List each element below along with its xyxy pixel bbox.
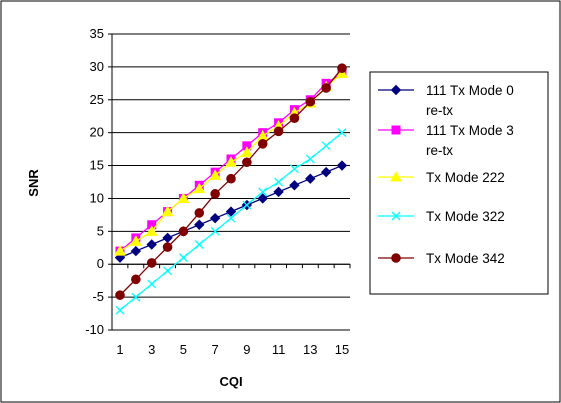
circle-marker bbox=[210, 189, 220, 199]
x-marker bbox=[226, 213, 236, 223]
legend-entry: 111 Tx Mode 0 re-tx bbox=[378, 83, 514, 118]
x-marker bbox=[242, 200, 252, 210]
diamond-marker bbox=[336, 160, 348, 171]
diamond-marker bbox=[130, 245, 142, 257]
diamond-marker bbox=[320, 166, 332, 178]
y-axis-label: SNR bbox=[26, 169, 41, 197]
legend-entry: Tx Mode 342 bbox=[378, 251, 505, 266]
triangle-marker bbox=[209, 169, 221, 180]
triangle-marker bbox=[390, 170, 402, 182]
triangle-marker bbox=[130, 235, 142, 246]
diamond-marker bbox=[273, 186, 284, 198]
x-marker bbox=[258, 187, 268, 197]
series-1 bbox=[114, 160, 348, 263]
triangle-marker bbox=[225, 156, 237, 167]
x-marker bbox=[289, 164, 299, 174]
legend-entry: Tx Mode 222 bbox=[378, 170, 505, 185]
legend-label: 111 Tx Mode 3 bbox=[426, 123, 514, 138]
x-marker bbox=[305, 154, 315, 164]
circle-marker bbox=[321, 83, 331, 93]
legend-label: Tx Mode 322 bbox=[426, 209, 505, 224]
circle-marker bbox=[305, 96, 316, 107]
x-marker bbox=[321, 141, 331, 151]
circle-marker bbox=[146, 258, 157, 268]
x-tick-label: 9 bbox=[243, 342, 250, 357]
diamond-marker bbox=[390, 84, 402, 96]
x-marker bbox=[131, 292, 141, 302]
x-marker bbox=[178, 253, 188, 263]
y-tick-label: 10 bbox=[90, 190, 104, 205]
circle-marker bbox=[131, 274, 141, 285]
triangle-marker bbox=[177, 192, 190, 203]
circle-marker bbox=[391, 253, 401, 263]
circle-marker bbox=[226, 173, 236, 184]
circle-marker bbox=[289, 113, 300, 123]
legend-entry: 111 Tx Mode 3 re-tx bbox=[378, 123, 514, 158]
diamond-marker bbox=[194, 219, 205, 230]
x-tick-label: 15 bbox=[335, 342, 349, 357]
x-axis-label: CQI bbox=[219, 374, 242, 389]
triangle-marker bbox=[193, 182, 206, 194]
legend-label: re-tx bbox=[426, 143, 453, 158]
diamond-marker bbox=[305, 173, 316, 184]
circle-marker bbox=[162, 242, 173, 252]
circle-marker bbox=[194, 208, 205, 218]
y-tick-label: 0 bbox=[97, 256, 104, 271]
diamond-marker bbox=[209, 212, 221, 224]
triangle-marker bbox=[114, 245, 126, 256]
y-tick-label: 15 bbox=[90, 158, 104, 173]
legend-label: re-tx bbox=[426, 103, 453, 118]
x-marker bbox=[210, 226, 220, 236]
legend-label: Tx Mode 222 bbox=[426, 170, 505, 185]
x-marker bbox=[147, 279, 157, 289]
y-tick-label: 25 bbox=[90, 92, 104, 107]
x-tick-label: 3 bbox=[148, 342, 155, 357]
diamond-marker bbox=[225, 206, 237, 217]
gridlines bbox=[112, 33, 350, 331]
diamond-marker bbox=[257, 193, 268, 204]
diamond-marker bbox=[289, 180, 300, 191]
legend-label: Tx Mode 342 bbox=[426, 251, 505, 266]
y-tick-label: -10 bbox=[85, 322, 104, 337]
circle-marker bbox=[115, 290, 125, 300]
y-tick-label: 35 bbox=[90, 26, 104, 41]
circle-marker bbox=[273, 126, 284, 137]
x-marker bbox=[391, 211, 401, 221]
x-tick-label: 11 bbox=[272, 342, 286, 357]
series-5 bbox=[115, 63, 347, 300]
y-tick-label: -5 bbox=[92, 289, 104, 304]
x-marker bbox=[115, 305, 125, 315]
x-marker bbox=[274, 177, 284, 187]
series-lines bbox=[114, 63, 348, 315]
circle-marker bbox=[337, 63, 347, 74]
legend: 111 Tx Mode 0 re-tx 111 Tx Mode 3 re-tx Tx M… bbox=[369, 71, 549, 295]
triangle-marker bbox=[241, 146, 253, 157]
triangle-marker bbox=[145, 225, 158, 236]
circle-marker bbox=[242, 157, 252, 168]
circle-marker bbox=[257, 139, 268, 149]
triangle-marker bbox=[161, 205, 174, 217]
x-tick-label: 1 bbox=[116, 342, 123, 357]
x-tick-label: 7 bbox=[212, 342, 219, 357]
y-tick-label: 30 bbox=[90, 59, 104, 74]
x-tick-label: 13 bbox=[303, 342, 317, 357]
x-tick-label: 5 bbox=[180, 342, 187, 357]
square-marker bbox=[391, 125, 401, 135]
x-marker bbox=[194, 240, 204, 249]
x-marker bbox=[337, 128, 347, 138]
diamond-marker bbox=[146, 239, 157, 250]
series-4 bbox=[115, 128, 347, 315]
legend-entry: Tx Mode 322 bbox=[378, 209, 505, 224]
circle-marker bbox=[178, 226, 189, 237]
y-tick-label: 5 bbox=[97, 223, 104, 238]
legend-label: 111 Tx Mode 0 bbox=[426, 83, 514, 98]
x-marker bbox=[163, 266, 173, 276]
y-tick-label: 20 bbox=[90, 125, 104, 140]
